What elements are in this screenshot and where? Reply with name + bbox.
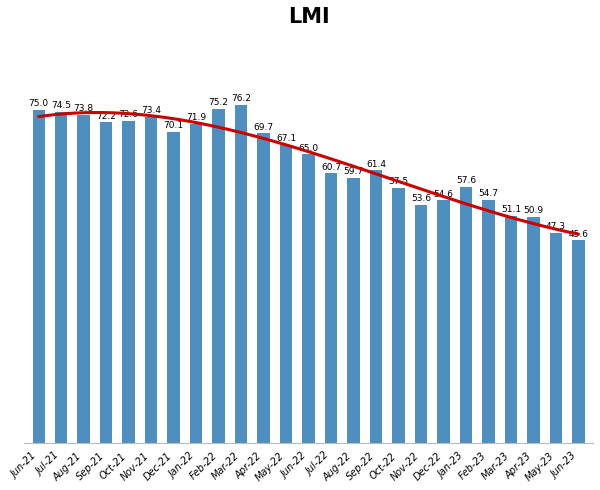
Text: 75.0: 75.0 <box>29 99 49 108</box>
Bar <box>190 123 202 443</box>
Bar <box>257 133 270 443</box>
Bar <box>437 200 449 443</box>
Text: 47.3: 47.3 <box>546 222 566 231</box>
Bar <box>235 104 247 443</box>
Text: 45.6: 45.6 <box>568 230 589 239</box>
Bar <box>572 241 584 443</box>
Text: 57.6: 57.6 <box>456 176 476 185</box>
Text: 76.2: 76.2 <box>231 94 251 103</box>
Text: 51.1: 51.1 <box>501 205 521 214</box>
Bar <box>122 121 135 443</box>
Bar <box>77 115 90 443</box>
Title: LMI: LMI <box>288 7 329 27</box>
Text: 70.1: 70.1 <box>164 121 184 130</box>
Bar <box>527 217 539 443</box>
Bar <box>460 187 472 443</box>
Text: 72.2: 72.2 <box>96 112 116 121</box>
Bar <box>370 171 382 443</box>
Text: 54.7: 54.7 <box>478 189 499 198</box>
Text: 60.7: 60.7 <box>321 163 341 172</box>
Text: 50.9: 50.9 <box>523 206 544 215</box>
Text: 69.7: 69.7 <box>254 122 274 132</box>
Text: 59.7: 59.7 <box>343 167 364 176</box>
Bar <box>32 110 45 443</box>
Bar <box>145 117 157 443</box>
Bar <box>550 233 562 443</box>
Text: 54.6: 54.6 <box>434 190 454 199</box>
Text: 74.5: 74.5 <box>51 101 71 110</box>
Bar <box>392 188 405 443</box>
Bar <box>325 173 337 443</box>
Bar <box>212 109 225 443</box>
Bar <box>167 132 180 443</box>
Bar <box>280 145 292 443</box>
Text: 65.0: 65.0 <box>299 144 319 152</box>
Bar <box>482 200 494 443</box>
Text: 67.1: 67.1 <box>276 134 296 143</box>
Bar <box>347 178 360 443</box>
Text: 73.8: 73.8 <box>74 104 94 113</box>
Bar <box>302 154 315 443</box>
Bar <box>55 112 67 443</box>
Text: 73.4: 73.4 <box>141 106 161 115</box>
Bar <box>100 122 112 443</box>
Text: 53.6: 53.6 <box>411 194 431 203</box>
Text: 75.2: 75.2 <box>209 98 229 107</box>
Text: 61.4: 61.4 <box>366 160 386 169</box>
Text: 71.9: 71.9 <box>186 113 206 122</box>
Bar <box>505 216 517 443</box>
Text: 57.5: 57.5 <box>388 177 409 186</box>
Text: 72.6: 72.6 <box>119 110 139 119</box>
Bar <box>415 205 427 443</box>
